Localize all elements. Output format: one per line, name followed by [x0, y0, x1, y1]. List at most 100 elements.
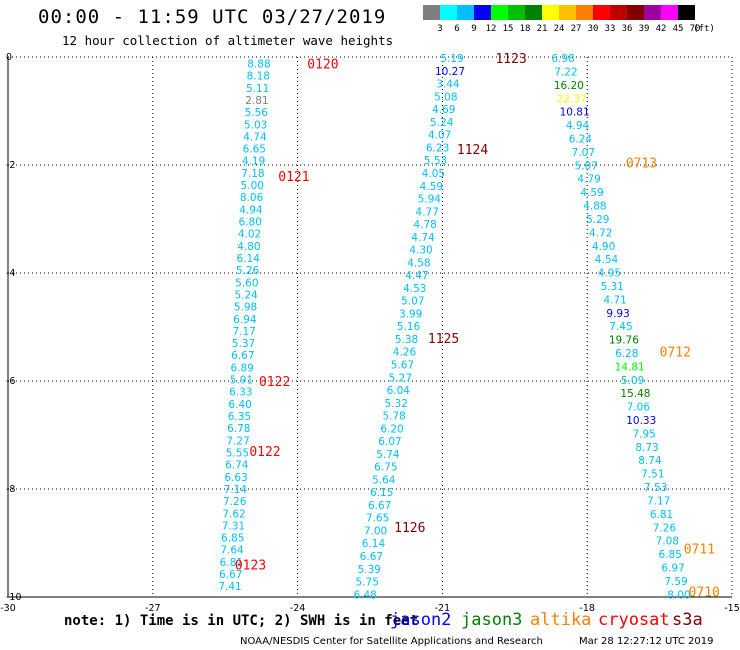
- credit-text: NOAA/NESDIS Center for Satellite Applica…: [240, 636, 543, 647]
- legend-bin-label: 6: [454, 24, 460, 34]
- wave-height-value: 5.31: [601, 281, 624, 293]
- pass-time-label: 0122: [259, 375, 290, 390]
- wave-height-value: 5.24: [430, 117, 454, 129]
- wave-height-value: 5.60: [235, 277, 258, 289]
- wave-height-value: 6.14: [237, 253, 261, 265]
- wave-height-value: 5.94: [418, 194, 442, 206]
- legend-swatch: [440, 5, 457, 20]
- wave-height-value: 14.81: [615, 361, 645, 373]
- y-tick-label: -2: [6, 160, 15, 171]
- satellite-cryosat: cryosat: [598, 610, 670, 630]
- wave-height-value: 4.88: [583, 201, 606, 213]
- wave-height-value: 7.17: [647, 495, 670, 507]
- wave-height-value: 4.79: [577, 174, 600, 186]
- wave-height-value: 5.55: [226, 447, 249, 459]
- wave-height-value: 5.75: [356, 577, 379, 589]
- wave-height-value: 6.98: [551, 53, 574, 65]
- wave-height-value: 4.30: [409, 245, 432, 257]
- wave-height-value: 4.74: [243, 131, 267, 143]
- wave-height-value: 6.94: [233, 314, 257, 326]
- wave-height-value: 2.81: [245, 95, 268, 107]
- pass-time-label: 0121: [278, 170, 309, 185]
- x-tick-label: -24: [290, 603, 306, 614]
- wave-height-value: 4.26: [393, 347, 417, 359]
- wave-height-value: 4.58: [407, 257, 430, 269]
- legend-swatch: [661, 5, 678, 20]
- wave-height-value: 5.38: [395, 334, 418, 346]
- wave-height-value: 4.59: [420, 181, 443, 193]
- wave-height-value: 5.24: [234, 289, 258, 301]
- legend-bin-label: 24: [553, 24, 565, 34]
- wave-height-value: 7.45: [609, 321, 632, 333]
- wave-height-value: 4.77: [416, 206, 439, 218]
- x-tick-label: -30: [0, 603, 16, 614]
- legend-swatch: [508, 5, 525, 20]
- wave-height-value: 22.37: [557, 93, 587, 105]
- legend-bin-label: 12: [485, 24, 497, 34]
- footer-note: note: 1) Time is in UTC; 2) SWH is in fe…: [64, 613, 419, 629]
- wave-height-value: 5.11: [246, 83, 269, 95]
- wave-height-value: 6.20: [380, 423, 403, 435]
- wave-height-value: 7.06: [627, 402, 651, 414]
- wave-height-value: 7.26: [653, 522, 677, 534]
- satellite-jason2: jason2: [390, 610, 452, 630]
- wave-height-value: 6.85: [221, 533, 244, 545]
- wave-height-value: 5.67: [391, 359, 414, 371]
- pass-time-label: 1125: [428, 332, 459, 347]
- legend-swatch: [559, 5, 576, 20]
- wave-height-value: 19.76: [609, 335, 639, 347]
- wave-height-value: 6.81: [220, 557, 243, 569]
- legend-bin-label: 30: [587, 24, 599, 34]
- y-tick-label: -6: [6, 376, 15, 387]
- wave-height-value: 6.23: [426, 142, 449, 154]
- wave-height-value: 8.00: [667, 589, 690, 601]
- wave-height-value: 4.94: [566, 120, 590, 132]
- page-title: 00:00 - 11:59 UTC 03/27/2019: [38, 6, 387, 28]
- wave-height-value: 5.26: [236, 265, 260, 277]
- pass-time-label: 1124: [457, 143, 488, 158]
- wave-height-value: 4.80: [237, 241, 260, 253]
- wave-height-value: 8.18: [247, 71, 270, 83]
- wave-height-value: 6.74: [225, 460, 249, 472]
- legend-swatch: [593, 5, 610, 20]
- wave-height-value: 4.05: [422, 168, 445, 180]
- wave-height-value: 7.51: [641, 469, 664, 481]
- pass-time-label: 0713: [626, 156, 657, 171]
- wave-height-value: 8.88: [247, 58, 270, 70]
- legend-bin-label: 45: [672, 24, 684, 34]
- wave-height-value: 6.67: [360, 551, 383, 563]
- legend-bin-label: 39: [638, 24, 650, 34]
- wave-height-value: 4.71: [603, 294, 626, 306]
- wave-height-value: 5.19: [440, 53, 463, 65]
- wave-height-value: 5.00: [241, 180, 264, 192]
- wave-height-value: 15.48: [620, 388, 650, 400]
- pass-time-label: 0712: [660, 345, 691, 360]
- wave-height-value: 7.26: [223, 496, 247, 508]
- satellite-altika: altika: [530, 610, 592, 630]
- wave-height-value: 5.27: [389, 372, 412, 384]
- wave-height-value: 5.03: [244, 119, 267, 131]
- wave-height-value: 5.53: [424, 155, 447, 167]
- wave-height-value: 4.47: [405, 270, 428, 282]
- wave-height-value: 6.63: [224, 472, 247, 484]
- legend-bin-label: 33: [604, 24, 616, 34]
- legend-bin-label: 42: [655, 24, 667, 34]
- wave-height-value: 6.15: [370, 487, 393, 499]
- wave-height-value: 7.18: [241, 168, 264, 180]
- y-tick-label: 0: [6, 52, 12, 63]
- pass-time-label: 0711: [684, 542, 715, 557]
- wave-height-value: 6.28: [615, 348, 638, 360]
- x-tick-label: -27: [145, 603, 161, 614]
- wave-height-value: 7.53: [644, 482, 667, 494]
- legend-swatch: [644, 5, 661, 20]
- wave-height-value: 4.94: [239, 204, 263, 216]
- wave-height-value: 6.07: [378, 436, 401, 448]
- wave-height-value: 6.48: [353, 589, 376, 601]
- wave-height-value: 7.08: [656, 536, 679, 548]
- x-tick-label: -18: [579, 603, 595, 614]
- wave-height-value: 10.27: [435, 66, 465, 78]
- wave-height-value: 6.24: [569, 134, 593, 146]
- wave-height-value: 7.17: [232, 326, 255, 338]
